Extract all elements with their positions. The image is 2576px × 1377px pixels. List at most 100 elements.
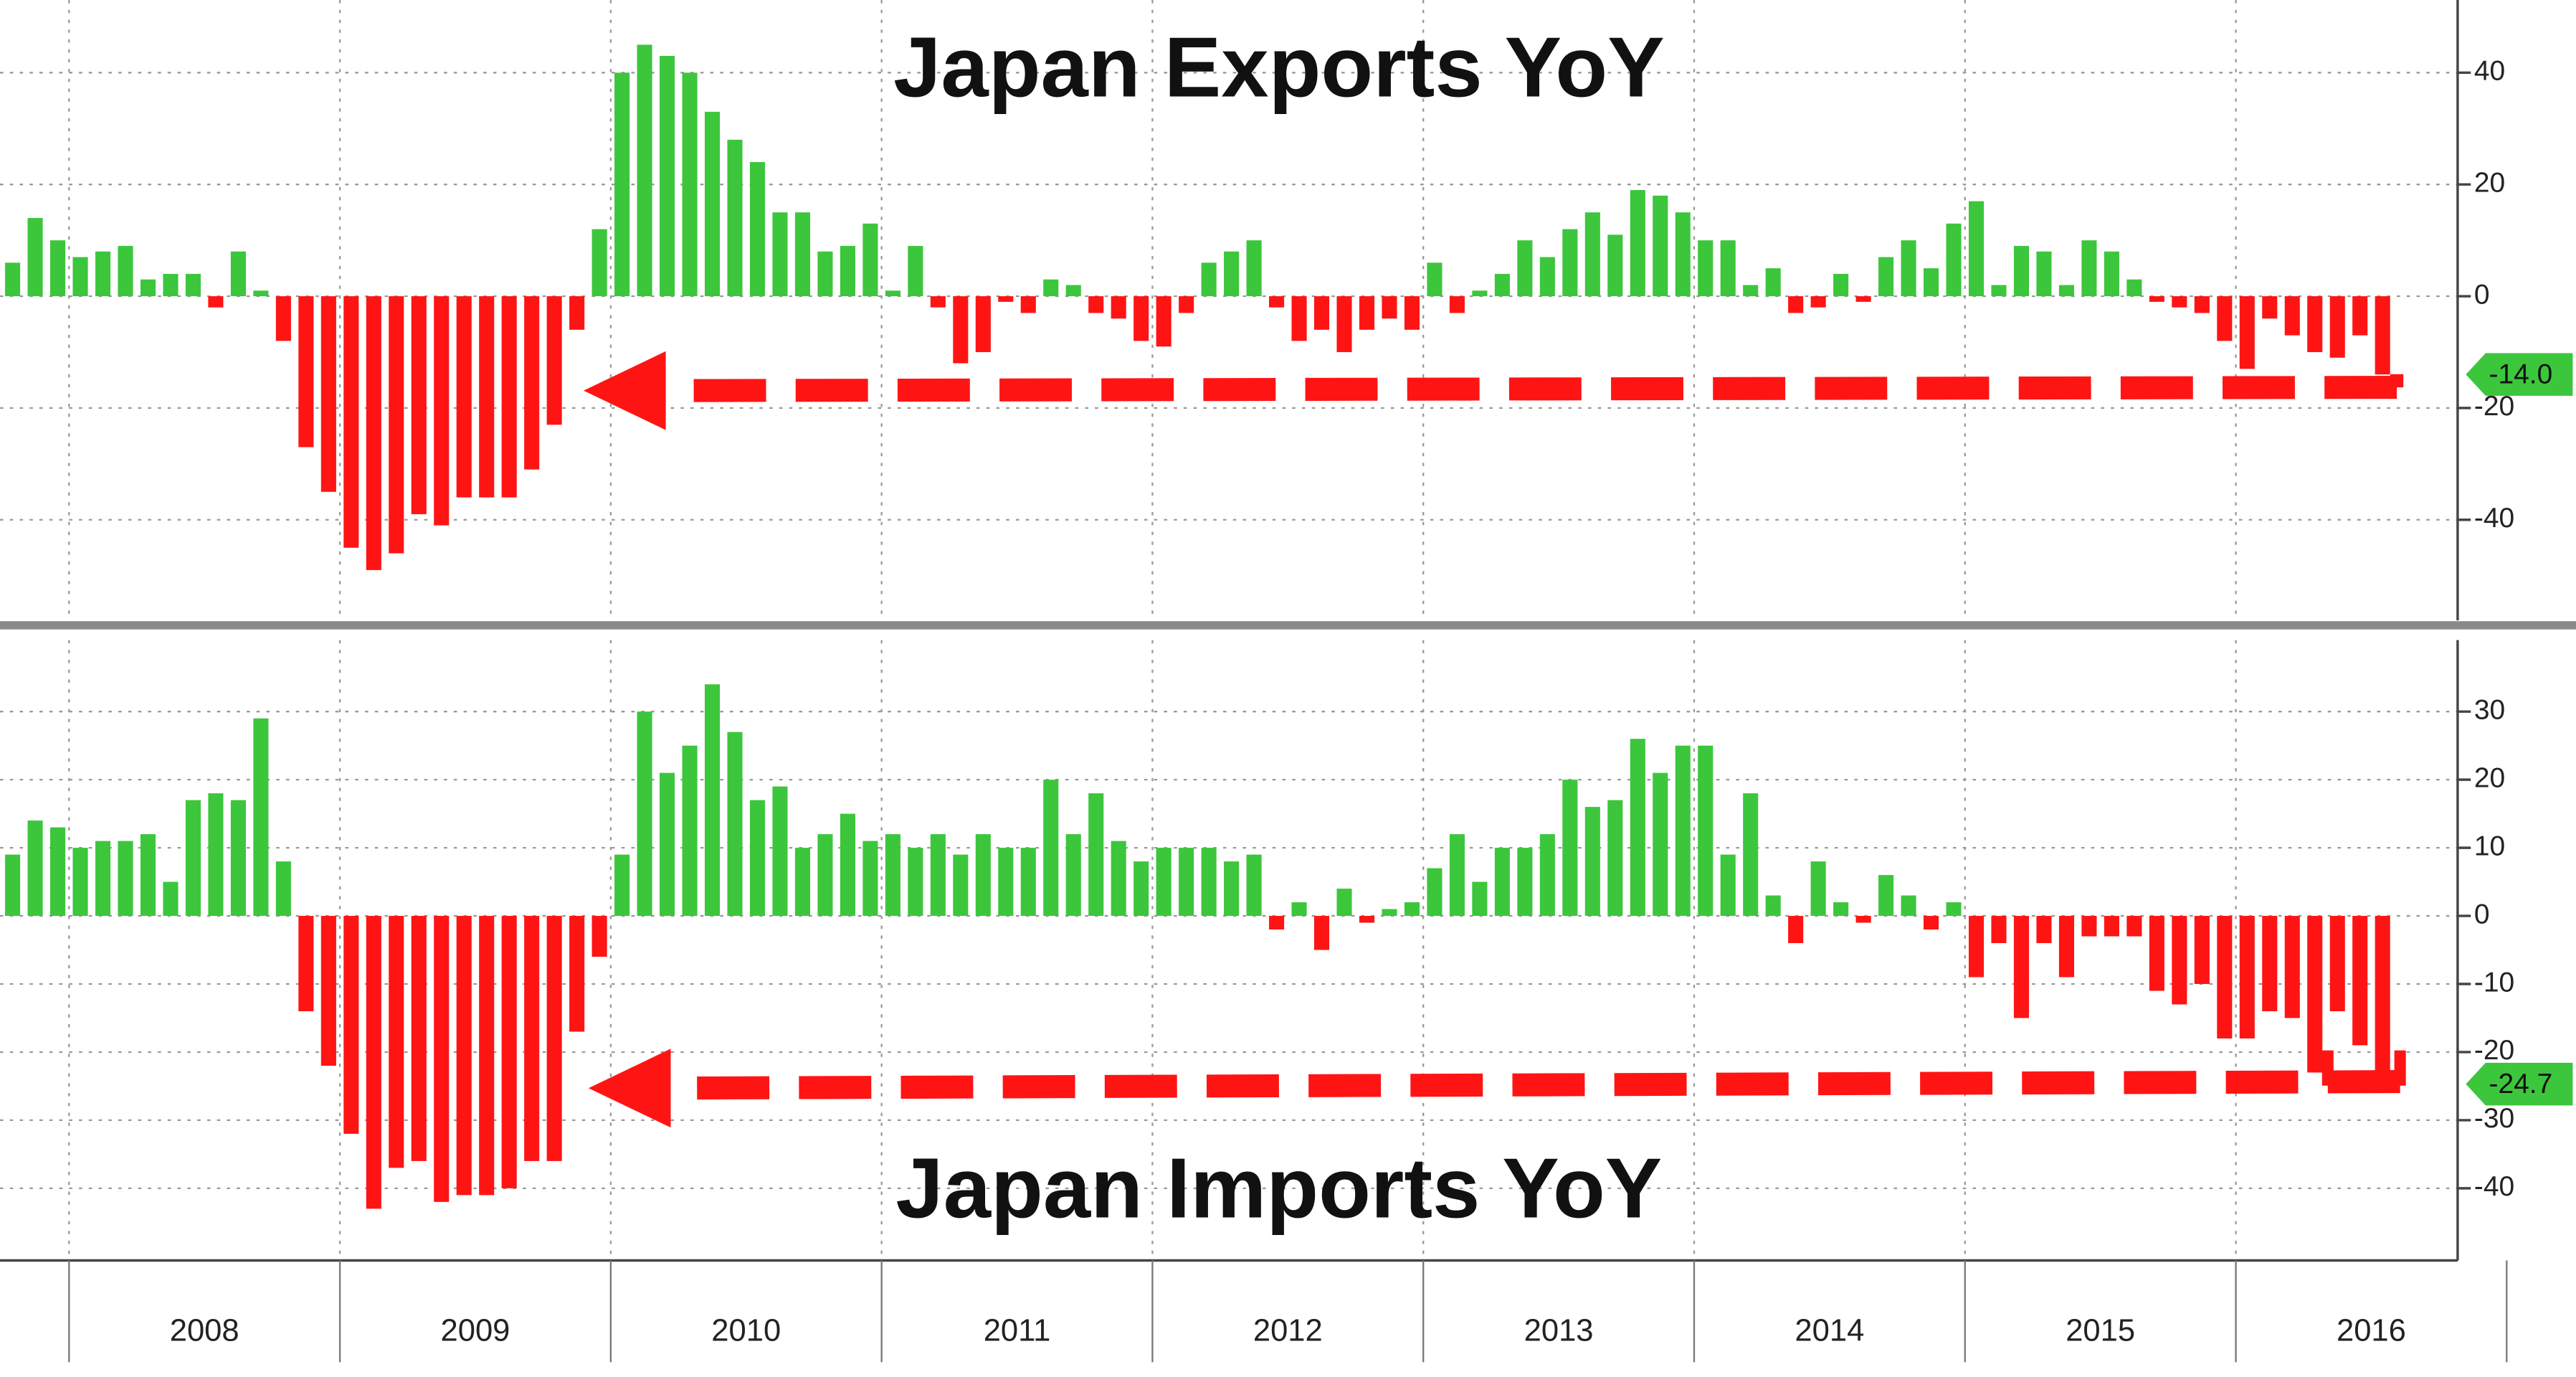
bar [1088,296,1104,313]
bar [885,290,900,297]
bar [163,273,179,297]
bar [1901,895,1916,917]
bar [749,800,766,917]
value-tag [2466,1062,2573,1106]
bar [637,44,652,297]
bar [704,111,721,297]
bar [2172,296,2187,308]
bar [1653,772,1668,917]
bar [1449,834,1465,917]
bar [1765,268,1781,297]
bar [1584,212,1600,297]
y-tick-label: 0 [2474,279,2490,310]
bar [1472,290,1488,297]
bar [2058,285,2074,297]
bar [749,161,766,297]
value-tag [2466,353,2573,396]
bar [1201,848,1217,917]
bar [998,848,1014,917]
bar [2284,296,2300,336]
bar [411,916,427,1161]
bar [930,834,946,917]
bar [1743,793,1759,917]
bar [930,296,946,308]
bar [1517,848,1533,917]
y-tick-label: -30 [2474,1103,2514,1134]
bar [2126,279,2142,297]
bar [1336,889,1352,917]
bar [885,834,900,917]
bar [2375,916,2390,1084]
bar [1020,848,1036,917]
bar [434,916,450,1202]
bar [2262,916,2278,1011]
bar [1065,285,1081,297]
x-tick-label: 2016 [2337,1314,2406,1348]
y-tick-label: 10 [2474,831,2505,861]
bar [2307,296,2323,352]
bar [1901,240,1916,297]
bar [817,251,833,297]
bar [275,861,291,917]
bar [2149,296,2164,302]
bar [1698,240,1714,297]
bar [546,296,562,425]
bar [2307,916,2323,1073]
y-tick-label: 20 [2474,762,2505,793]
bar [95,841,111,917]
bar [140,834,156,917]
bar [1923,916,1939,930]
bar [660,55,675,297]
bar [975,834,991,917]
bar [727,732,743,917]
bar [118,841,133,917]
y-tick-label: 40 [2474,56,2505,87]
labels: 2008 2009 2010 2011 2012 2013 2014 2015 2016-40-… [170,20,2573,1348]
bar [614,854,630,917]
bar [2262,296,2278,319]
bar [2352,916,2368,1046]
arrow [583,351,2404,430]
bar [998,296,1014,302]
bar [50,827,66,917]
bar [1946,223,1962,297]
x-tick-label: 2009 [441,1314,510,1348]
bar [140,279,156,297]
bar [1404,296,1420,330]
bar [1088,793,1104,917]
bar [1720,240,1736,297]
y-tick-label: 0 [2474,899,2490,929]
bar [1156,296,1171,347]
bar [253,290,269,297]
bar [614,72,630,297]
bar [1201,262,1217,297]
arrow [588,1049,2406,1128]
bar [1156,848,1171,917]
bar [1382,296,1397,319]
bar [1043,780,1059,917]
y-tick-label: -40 [2474,1171,2514,1202]
bar [2081,240,2097,297]
bar [5,262,21,297]
bar [591,916,607,957]
bar [908,245,923,297]
bar [456,296,472,498]
bar [230,251,246,297]
bar [1427,868,1443,917]
bar [2013,916,2030,1018]
bar [5,854,21,917]
bar [975,296,991,352]
bar [1539,834,1555,917]
bar [253,718,269,917]
bar [1359,916,1375,923]
bar [1313,916,1330,950]
bar [1833,273,1849,297]
bar [1313,296,1330,330]
bar [1472,881,1488,917]
bar [320,916,336,1066]
x-tick-label: 2008 [170,1314,239,1348]
bar [1630,739,1645,917]
bar [2217,916,2233,1038]
bar [230,800,246,917]
bar [704,684,721,917]
